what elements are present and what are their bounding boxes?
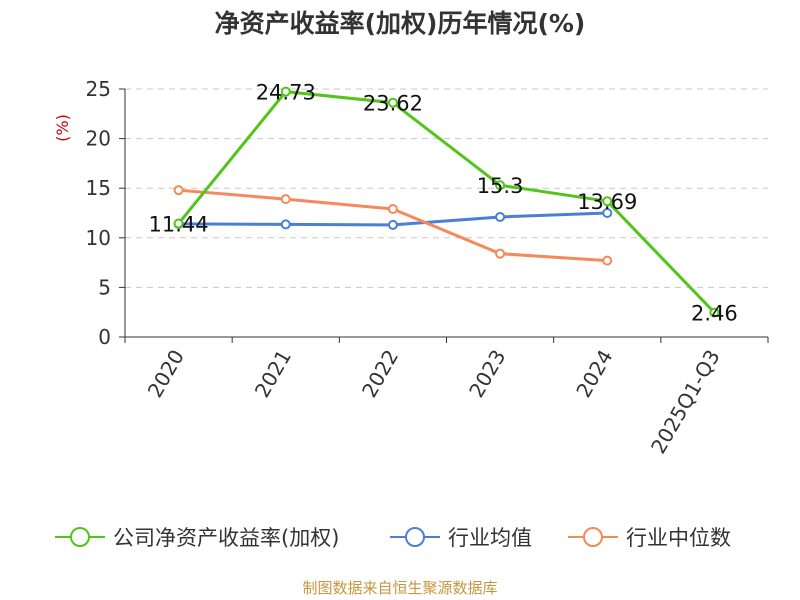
data-point (602, 196, 613, 207)
data-point (602, 255, 613, 266)
y-tick-label: 0 (98, 325, 111, 349)
chart-title: 净资产收益率(加权)历年情况(%) (215, 9, 586, 38)
data-point (387, 219, 398, 230)
data-label: 24.73 (256, 81, 316, 105)
series-points (173, 86, 720, 318)
x-tick-labels: 2020 2021 2022 2023 2024 2025Q1-Q3 (143, 346, 725, 458)
grid-lines (125, 88, 768, 288)
data-point (173, 185, 184, 196)
data-point (495, 180, 506, 191)
data-label: 2.46 (691, 302, 738, 326)
legend-marker (583, 527, 603, 547)
axes (119, 88, 769, 343)
x-tick-label: 2024 (571, 346, 617, 402)
data-point (387, 97, 398, 108)
y-tick-labels: 0 5 10 15 20 25 (86, 77, 111, 349)
x-tick-label: 2020 (143, 346, 189, 402)
data-point (709, 307, 720, 318)
data-point (602, 208, 613, 218)
data-point (495, 211, 506, 222)
y-axis-label: (%) (53, 114, 72, 142)
y-tick-label: 15 (86, 176, 111, 200)
data-label: 23.62 (363, 92, 423, 116)
legend: 公司净资产收益率(加权) 行业均值 行业中位数 (55, 526, 731, 550)
data-label: 11.44 (149, 213, 209, 237)
data-point (387, 204, 398, 215)
data-labels: 11.44 24.73 23.62 15.3 13.69 2.46 (149, 81, 738, 326)
x-tick-label: 2025Q1-Q3 (646, 346, 725, 458)
x-tick-label: 2021 (250, 346, 296, 402)
data-label: 13.69 (577, 190, 637, 214)
legend-marker (405, 527, 425, 547)
x-tick-label: 2023 (464, 346, 510, 402)
data-point (280, 194, 291, 205)
y-tick-label: 5 (98, 275, 111, 299)
legend-label: 行业中位数 (626, 526, 731, 550)
data-point (280, 219, 291, 230)
data-point (173, 218, 184, 229)
y-tick-label: 10 (86, 226, 111, 250)
legend-marker (70, 527, 90, 547)
y-tick-label: 20 (86, 127, 111, 151)
data-point (495, 248, 506, 259)
data-point (280, 86, 291, 97)
series-line (177, 90, 716, 314)
data-label: 15.3 (477, 174, 524, 198)
legend-label: 行业均值 (448, 526, 532, 550)
y-tick-label: 25 (86, 77, 111, 101)
source-note: 制图数据来自恒生聚源数据库 (302, 579, 497, 597)
x-tick-label: 2022 (357, 346, 403, 402)
legend-label: 公司净资产收益率(加权) (113, 526, 339, 550)
